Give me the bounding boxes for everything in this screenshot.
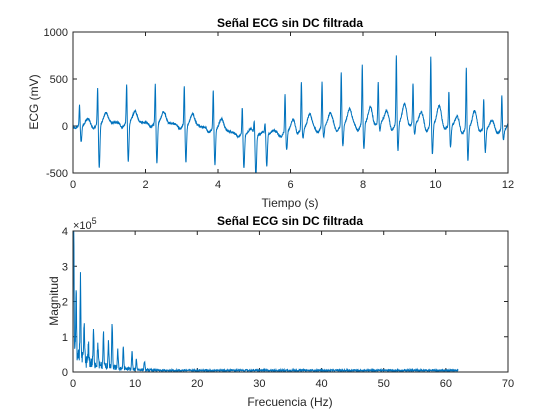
bot-xtick-label: 20 — [191, 378, 203, 390]
bot-xtick-label: 0 — [70, 378, 76, 390]
ecg-spectrum-axes-box — [72, 230, 509, 373]
bot-xtick-label: 50 — [378, 378, 390, 390]
ecg-spectrum-plot: Señal ECG sin DC filtrada ×105 0 1 2 3 4 0 10… — [47, 214, 514, 409]
top-ytick-label: 0 — [62, 121, 68, 133]
top-xtick-label: 2 — [142, 179, 148, 191]
ecg-time-xlabel: Tiempo (s) — [262, 196, 319, 210]
ecg-time-title: Señal ECG sin DC filtrada — [217, 16, 363, 30]
ecg-time-axes-box — [72, 31, 509, 174]
ecg-spectrum-title: Señal ECG sin DC filtrada — [217, 214, 363, 228]
top-xtick-label: 12 — [502, 179, 514, 191]
ecg-time-series-line — [73, 55, 508, 173]
ecg-time-plot-area — [73, 32, 508, 173]
top-xtick-label: 4 — [215, 179, 221, 191]
bot-xtick-label: 70 — [502, 378, 514, 390]
bot-xtick-label: 10 — [129, 378, 141, 390]
ecg-spectrum-xlabel: Frecuencia (Hz) — [247, 395, 332, 409]
top-ytick-label: 1000 — [44, 27, 68, 39]
bot-ytick-label: 3 — [62, 261, 68, 273]
bot-ytick-label: 0 — [62, 367, 68, 379]
bot-ytick-label: 1 — [62, 332, 68, 344]
top-ytick-label: 500 — [50, 74, 68, 86]
ecg-spectrum-scale-exp: 5 — [92, 216, 97, 226]
bot-ytick-label: 2 — [62, 297, 68, 309]
bot-xtick-label: 30 — [253, 378, 265, 390]
top-ytick-label: -500 — [46, 168, 68, 180]
top-xtick-label: 6 — [287, 179, 293, 191]
top-xtick-label: 10 — [429, 179, 441, 191]
bot-ytick-label: 4 — [62, 226, 68, 238]
ecg-spectrum-plot-area — [73, 231, 508, 372]
ecg-spectrum-scale-base: ×10 — [73, 220, 92, 232]
ecg-spectrum-ylabel: Magnitud — [47, 276, 61, 325]
ecg-spectrum-scale-factor: ×105 — [73, 216, 97, 232]
ecg-spectrum-series-line — [73, 231, 459, 372]
bot-xtick-label: 60 — [440, 378, 452, 390]
ecg-spectrum-yticks: 0 1 2 3 4 — [62, 226, 508, 379]
top-xtick-label: 8 — [360, 179, 366, 191]
ecg-spectrum-xticks: 0 10 20 30 40 50 60 70 — [70, 231, 514, 390]
ecg-time-ylabel: ECG (mV) — [27, 74, 41, 129]
bot-xtick-label: 40 — [315, 378, 327, 390]
top-xtick-label: 0 — [70, 179, 76, 191]
